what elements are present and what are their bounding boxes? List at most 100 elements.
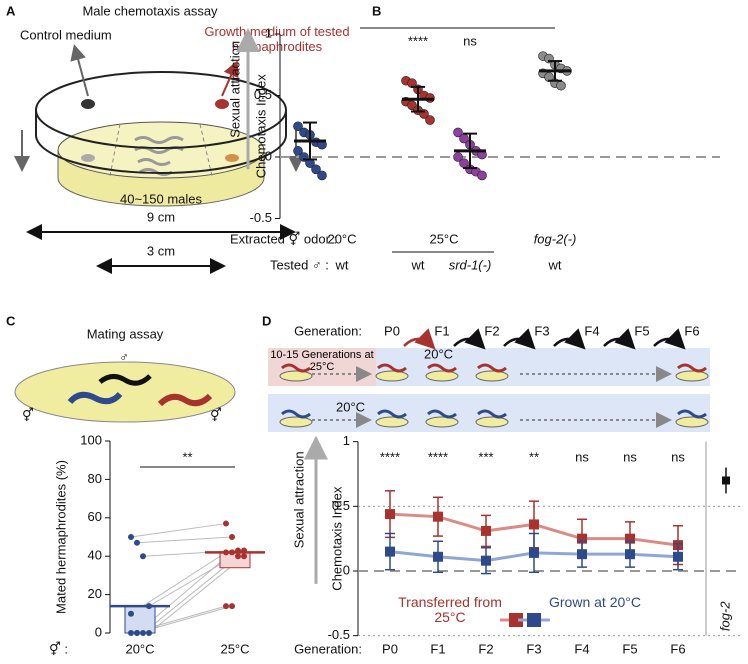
label: 40~150 males xyxy=(120,191,203,206)
x-tick-label: F3 xyxy=(526,641,541,656)
legend-label: Grown at 20°C xyxy=(549,595,641,610)
point xyxy=(128,534,134,540)
worm xyxy=(677,363,707,373)
y-label: Mated hermaphrodites (%) xyxy=(53,460,68,614)
zone-line xyxy=(199,123,213,177)
label: Control medium xyxy=(20,27,112,42)
y-tick-label: -0.5 xyxy=(250,210,272,225)
zone-line xyxy=(109,123,121,177)
point xyxy=(425,115,435,125)
x-axis-label: ⚥ : xyxy=(49,641,68,656)
point xyxy=(229,534,235,540)
marker xyxy=(722,476,730,485)
legend-label: Transferred from 25°C xyxy=(398,595,502,625)
y-tick-label: 100 xyxy=(80,432,102,447)
tested-label: wt xyxy=(548,257,562,272)
x-tick-label: F6 xyxy=(670,641,685,656)
pair-line xyxy=(130,551,227,615)
y-tick-label: 40 xyxy=(88,548,102,563)
worm xyxy=(377,363,407,373)
control-label: fog-2 xyxy=(717,601,732,631)
gen-arrow xyxy=(603,328,636,350)
point xyxy=(311,164,321,175)
significance: **** xyxy=(408,33,428,48)
point xyxy=(134,630,140,636)
gen-arrow xyxy=(403,328,436,350)
tested-label: wt xyxy=(411,257,425,272)
title: Mating assay xyxy=(87,326,164,341)
generation-label: F3 xyxy=(534,323,549,338)
arrow xyxy=(70,44,89,97)
significance: **** xyxy=(428,449,448,464)
x-tick-label: F1 xyxy=(430,641,445,656)
worm xyxy=(477,363,507,373)
y-tick-label: 0 xyxy=(265,148,272,163)
marker xyxy=(481,555,491,566)
tested-label: wt xyxy=(335,257,349,272)
point xyxy=(453,127,463,138)
dish xyxy=(675,370,709,382)
dish xyxy=(425,416,459,428)
panel-label: C xyxy=(6,313,16,328)
generation-label: F6 xyxy=(684,323,699,338)
gen-arrow xyxy=(453,328,486,350)
marker xyxy=(385,546,395,557)
legend-box: Transferred from 25°C xyxy=(398,595,502,625)
cap xyxy=(215,99,229,109)
pair-line xyxy=(136,536,233,544)
worm xyxy=(427,409,457,419)
symbol: ⚥ xyxy=(22,407,34,422)
panel-label: A xyxy=(6,3,16,18)
cap xyxy=(81,99,95,109)
point xyxy=(317,170,327,181)
worm xyxy=(98,374,152,386)
generation-label: F2 xyxy=(484,323,499,338)
worm xyxy=(281,409,311,419)
worm xyxy=(157,393,213,407)
panel-label: B xyxy=(372,3,381,18)
label: Growth medium of tested hermaphrodites xyxy=(204,24,350,54)
significance: ** xyxy=(529,449,539,464)
gen-arrow xyxy=(553,328,586,350)
worm xyxy=(677,409,707,419)
point xyxy=(229,603,235,610)
marker xyxy=(625,549,635,560)
marker xyxy=(577,549,587,560)
gen-arrow xyxy=(653,328,686,350)
x-label: 25°C xyxy=(220,641,249,656)
dish xyxy=(14,361,236,423)
point xyxy=(241,553,247,560)
arrow xyxy=(221,60,239,97)
point xyxy=(477,170,487,181)
dish xyxy=(375,416,409,428)
legend-box: Grown at 20°C xyxy=(549,595,641,610)
point xyxy=(556,80,566,91)
y-tick-label: 0.5 xyxy=(254,87,272,102)
point xyxy=(128,610,134,617)
label: 3 cm xyxy=(147,243,175,258)
significance: ** xyxy=(182,449,192,464)
row-label: Extracted ⚥ odor : xyxy=(230,231,337,246)
point xyxy=(235,553,241,560)
dish xyxy=(425,370,459,382)
point xyxy=(241,547,247,554)
pair-line xyxy=(142,555,239,634)
worm xyxy=(477,409,507,419)
x-tick-label: P0 xyxy=(382,641,398,656)
worms xyxy=(134,136,184,176)
label: Generation: xyxy=(294,323,362,338)
y-label: Chemotaxis Index xyxy=(253,74,268,179)
point xyxy=(140,553,146,560)
significance: *** xyxy=(478,449,493,464)
y-tick-label: 0.5 xyxy=(332,498,350,513)
legend-marker xyxy=(509,613,523,627)
gen-arrow xyxy=(503,328,536,350)
lid xyxy=(35,110,287,174)
point xyxy=(229,549,235,556)
generation-label: F5 xyxy=(634,323,649,338)
x-axis-label: Generation: xyxy=(294,641,362,656)
lid-top xyxy=(35,71,287,149)
arrow-label: Sexual attraction xyxy=(227,41,242,138)
marker xyxy=(529,519,539,530)
